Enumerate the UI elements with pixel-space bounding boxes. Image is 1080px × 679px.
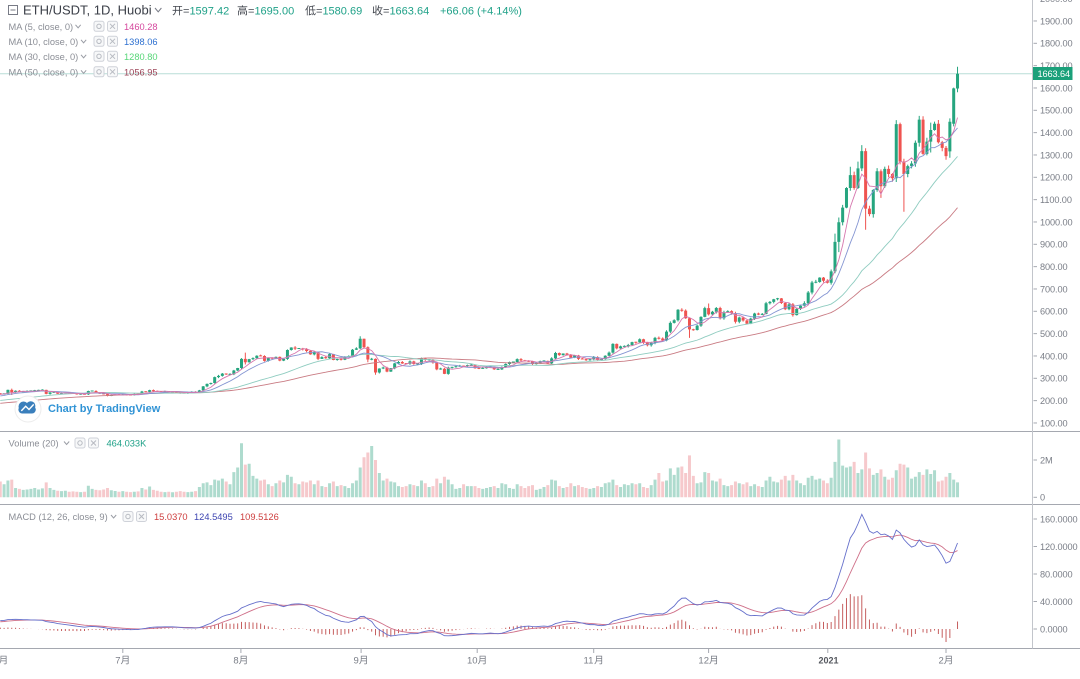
svg-text:8: 8: [233, 656, 238, 667]
svg-text:1100.00: 1100.00: [1040, 195, 1072, 205]
svg-text:109.5126: 109.5126: [240, 512, 279, 522]
svg-text:0.0000: 0.0000: [1040, 624, 1068, 634]
svg-text:MA (10, close, 0): MA (10, close, 0): [9, 37, 79, 47]
svg-text:40.0000: 40.0000: [1040, 597, 1073, 607]
svg-text:10: 10: [467, 656, 478, 667]
svg-text:MACD (12, 26, close, 9): MACD (12, 26, close, 9): [9, 512, 108, 522]
svg-text:1056.95: 1056.95: [124, 67, 158, 77]
svg-text:124.5495: 124.5495: [194, 512, 233, 522]
svg-text:MA (5, close, 0): MA (5, close, 0): [9, 22, 74, 32]
svg-text:=1597.42: =1597.42: [183, 6, 229, 18]
svg-text:80.0000: 80.0000: [1040, 569, 1073, 579]
svg-text:=1663.64: =1663.64: [383, 6, 429, 18]
svg-text:160.0000: 160.0000: [1040, 514, 1078, 524]
svg-text:ETH/USDT, 1D, Huobi: ETH/USDT, 1D, Huobi: [23, 3, 152, 18]
svg-text:1398.06: 1398.06: [124, 37, 158, 47]
svg-text:+66.06 (+4.14%): +66.06 (+4.14%): [440, 6, 522, 18]
svg-text:120.0000: 120.0000: [1040, 542, 1078, 552]
svg-text:700.00: 700.00: [1040, 284, 1068, 294]
svg-text:=1695.00: =1695.00: [248, 6, 294, 18]
svg-text:7: 7: [115, 656, 120, 667]
svg-text:200.00: 200.00: [1040, 396, 1068, 406]
svg-text:1700.00: 1700.00: [1040, 61, 1073, 71]
svg-text:2021: 2021: [819, 656, 839, 666]
svg-text:Chart by TradingView: Chart by TradingView: [48, 403, 161, 415]
svg-text:1460.28: 1460.28: [124, 22, 158, 32]
svg-text:900.00: 900.00: [1040, 240, 1068, 250]
svg-text:2M: 2M: [1040, 455, 1053, 465]
svg-text:1900.00: 1900.00: [1040, 16, 1073, 26]
svg-text:2: 2: [938, 656, 943, 667]
svg-text:1200.00: 1200.00: [1040, 173, 1073, 183]
svg-text:15.0370: 15.0370: [154, 512, 188, 522]
svg-text:12: 12: [698, 656, 709, 667]
svg-text:1000.00: 1000.00: [1040, 217, 1073, 227]
svg-text:1663.64: 1663.64: [1038, 69, 1071, 79]
svg-text:1500.00: 1500.00: [1040, 106, 1073, 116]
svg-text:400.00: 400.00: [1040, 351, 1068, 361]
svg-text:9: 9: [354, 656, 359, 667]
svg-text:11: 11: [584, 656, 594, 667]
svg-text:1800.00: 1800.00: [1040, 39, 1073, 49]
svg-text:100.00: 100.00: [1040, 418, 1068, 428]
svg-text:464.033K: 464.033K: [107, 439, 148, 449]
svg-text:=1580.69: =1580.69: [316, 6, 362, 18]
svg-text:300.00: 300.00: [1040, 374, 1068, 384]
svg-text:2000.00: 2000.00: [1040, 0, 1073, 4]
svg-text:1300.00: 1300.00: [1040, 150, 1073, 160]
svg-text:Volume (20): Volume (20): [9, 439, 59, 449]
svg-text:MA (30, close, 0): MA (30, close, 0): [9, 52, 79, 62]
svg-text:500.00: 500.00: [1040, 329, 1068, 339]
svg-text:0: 0: [1040, 493, 1045, 503]
svg-text:MA (50, close, 0): MA (50, close, 0): [9, 67, 79, 77]
svg-text:800.00: 800.00: [1040, 262, 1068, 272]
svg-text:600.00: 600.00: [1040, 307, 1068, 317]
svg-text:1600.00: 1600.00: [1040, 83, 1073, 93]
svg-text:1400.00: 1400.00: [1040, 128, 1073, 138]
svg-text:1280.80: 1280.80: [124, 52, 158, 62]
